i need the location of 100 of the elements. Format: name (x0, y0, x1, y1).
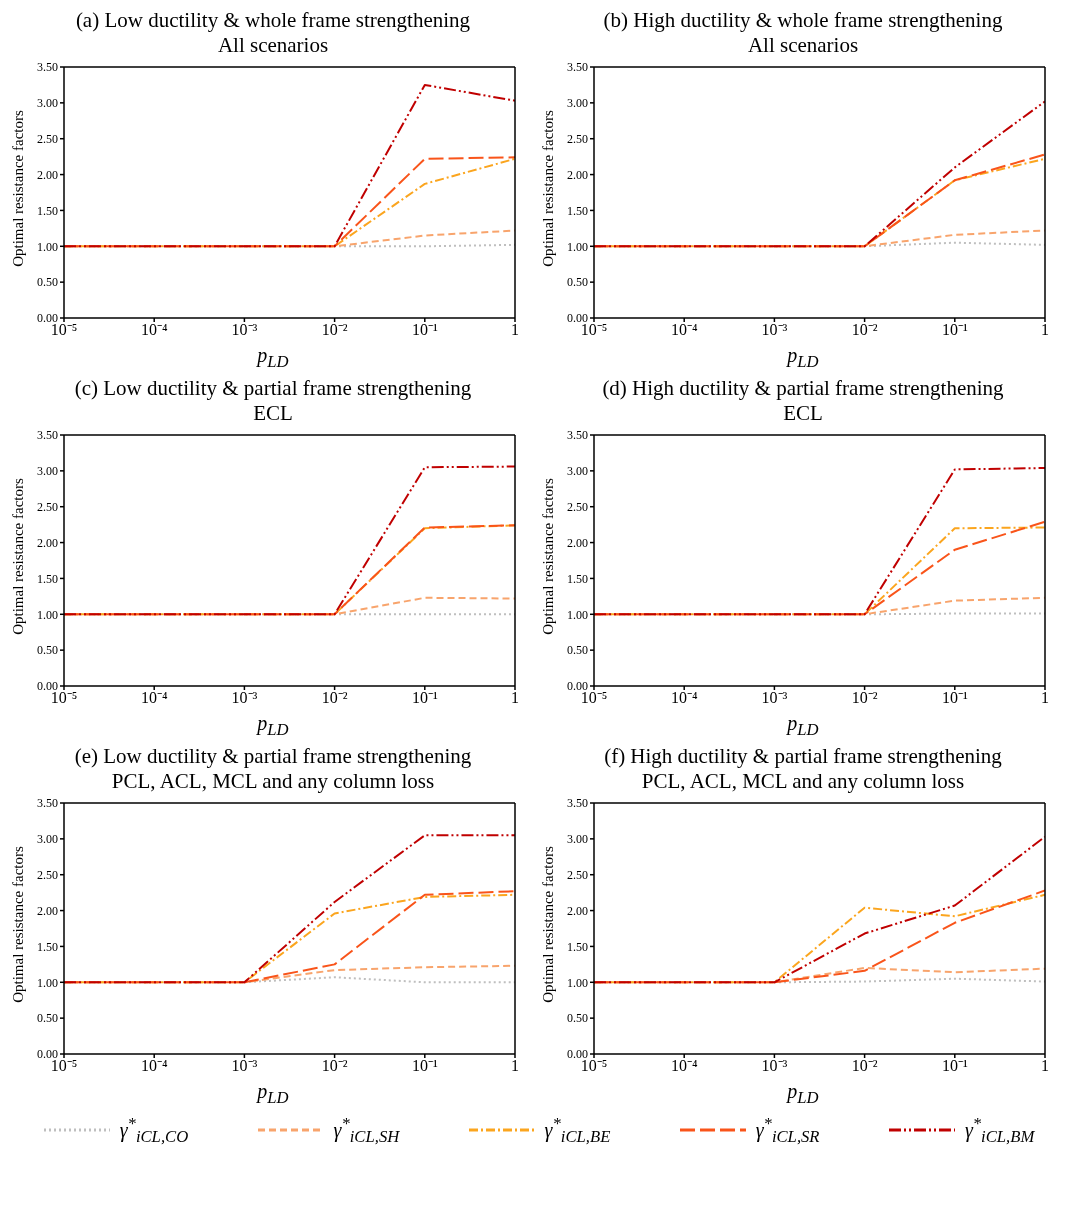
x-tick-label: 10⁻⁵ (50, 689, 78, 707)
y-tick-label: 0.50 (567, 275, 588, 290)
x-axis-title: p$_{LD}$ (257, 1080, 289, 1107)
y-tick-label: 0.50 (37, 643, 58, 658)
x-tick-label: 10⁻² (851, 689, 878, 707)
x-tick-label: 10⁻⁴ (670, 321, 698, 339)
y-tick-label: 1.50 (37, 203, 58, 218)
x-tick-label: 10⁻³ (761, 689, 788, 707)
chart-title: (e) Low ductility & partial frame strengthening (74, 744, 472, 768)
x-tick-label: 10⁻² (321, 1057, 348, 1075)
y-axis-title: Optimal resistance factors (539, 845, 556, 1003)
x-tick-label: 10⁻⁴ (140, 321, 168, 339)
x-axis-title: p$_{LD}$ (787, 1080, 819, 1107)
x-tick-label: 1 (511, 689, 519, 707)
y-tick-label: 3.00 (567, 832, 588, 847)
y-tick-label: 2.00 (567, 903, 588, 918)
x-tick-label: 1 (1041, 321, 1049, 339)
x-tick-label: 1 (1041, 1057, 1049, 1075)
y-tick-label: 2.00 (37, 167, 58, 182)
y-axis-title: Optimal resistance factors (539, 109, 556, 267)
x-tick-label: 1 (511, 1057, 519, 1075)
x-tick-label: 10⁻⁴ (670, 689, 698, 707)
x-axis-title: p$_{LD}$ (257, 344, 289, 371)
y-tick-label: 0.50 (567, 643, 588, 658)
chart-title: (f) High ductility & partial frame strengthening (604, 744, 1002, 768)
y-tick-label: 3.50 (37, 60, 58, 75)
x-tick-label: 10⁻¹ (941, 1057, 968, 1075)
chart-subtitle: All scenarios (747, 33, 859, 57)
y-tick-label: 3.00 (567, 464, 588, 479)
x-tick-label: 1 (511, 321, 519, 339)
y-tick-label: 1.00 (37, 975, 58, 990)
x-tick-label: 10⁻² (851, 321, 878, 339)
x-tick-label: 10⁻¹ (941, 689, 968, 707)
y-axis-title: Optimal resistance factors (9, 477, 26, 635)
y-tick-label: 2.00 (567, 535, 588, 550)
y-axis-title: Optimal resistance factors (9, 845, 26, 1003)
y-tick-label: 2.50 (567, 499, 588, 514)
x-axis-title: p$_{LD}$ (257, 712, 289, 739)
y-tick-label: 3.00 (567, 96, 588, 111)
x-tick-label: 10⁻³ (231, 689, 258, 707)
y-tick-label: 0.50 (37, 1011, 58, 1026)
x-tick-label: 10⁻² (851, 1057, 878, 1075)
y-tick-label: 3.50 (567, 428, 588, 443)
y-tick-label: 1.50 (567, 571, 588, 586)
chart-title: (c) Low ductility & partial frame strengthening (74, 376, 472, 400)
x-tick-label: 10⁻⁵ (50, 321, 78, 339)
y-tick-label: 1.50 (37, 571, 58, 586)
x-axis-title: p$_{LD}$ (787, 712, 819, 739)
x-tick-label: 10⁻³ (761, 321, 788, 339)
y-tick-label: 1.50 (567, 939, 588, 954)
y-tick-label: 0.50 (37, 275, 58, 290)
chart-subtitle: PCL, ACL, MCL and any column loss (641, 769, 965, 793)
x-tick-label: 10⁻⁵ (580, 689, 608, 707)
y-tick-label: 2.50 (37, 867, 58, 882)
x-tick-label: 10⁻⁴ (140, 689, 168, 707)
chart-title: (d) High ductility & partial frame strengthening (602, 376, 1004, 400)
y-tick-label: 2.50 (567, 131, 588, 146)
x-axis-title: p$_{LD}$ (787, 344, 819, 371)
chart-subtitle: ECL (783, 401, 823, 425)
y-tick-label: 3.00 (37, 96, 58, 111)
y-tick-label: 2.00 (37, 535, 58, 550)
y-tick-label: 1.00 (37, 607, 58, 622)
y-tick-label: 1.00 (37, 239, 58, 254)
x-tick-label: 10⁻⁵ (580, 321, 608, 339)
chart-title: (b) High ductility & whole frame strengthening (603, 8, 1003, 32)
chart-subtitle: All scenarios (217, 33, 329, 57)
x-tick-label: 10⁻³ (231, 321, 258, 339)
chart-subtitle: PCL, ACL, MCL and any column loss (111, 769, 435, 793)
y-tick-label: 2.50 (37, 499, 58, 514)
chart-title: (a) Low ductility & whole frame strengthening (75, 8, 471, 32)
y-tick-label: 3.00 (37, 464, 58, 479)
y-tick-label: 3.50 (37, 428, 58, 443)
y-tick-label: 1.50 (567, 203, 588, 218)
x-tick-label: 10⁻⁵ (50, 1057, 78, 1075)
y-tick-label: 3.50 (567, 796, 588, 811)
y-tick-label: 1.50 (37, 939, 58, 954)
x-tick-label: 10⁻¹ (411, 321, 438, 339)
x-tick-label: 10⁻² (321, 321, 348, 339)
y-axis-title: Optimal resistance factors (539, 477, 556, 635)
y-tick-label: 2.50 (37, 131, 58, 146)
y-tick-label: 1.00 (567, 975, 588, 990)
x-tick-label: 10⁻¹ (411, 1057, 438, 1075)
y-tick-label: 3.50 (567, 60, 588, 75)
x-tick-label: 10⁻³ (761, 1057, 788, 1075)
x-tick-label: 10⁻⁴ (670, 1057, 698, 1075)
y-tick-label: 3.50 (37, 796, 58, 811)
line-series (594, 835, 1045, 984)
y-tick-label: 1.00 (567, 607, 588, 622)
y-axis-title: Optimal resistance factors (9, 109, 26, 267)
y-tick-label: 2.50 (567, 867, 588, 882)
x-tick-label: 10⁻⁵ (580, 1057, 608, 1075)
chart-subtitle: ECL (253, 401, 293, 425)
x-tick-label: 1 (1041, 689, 1049, 707)
x-tick-label: 10⁻¹ (941, 321, 968, 339)
x-tick-label: 10⁻² (321, 689, 348, 707)
x-tick-label: 10⁻³ (231, 1057, 258, 1075)
x-tick-label: 10⁻⁴ (140, 1057, 168, 1075)
y-tick-label: 1.00 (567, 239, 588, 254)
y-tick-label: 0.50 (567, 1011, 588, 1026)
x-tick-label: 10⁻¹ (411, 689, 438, 707)
